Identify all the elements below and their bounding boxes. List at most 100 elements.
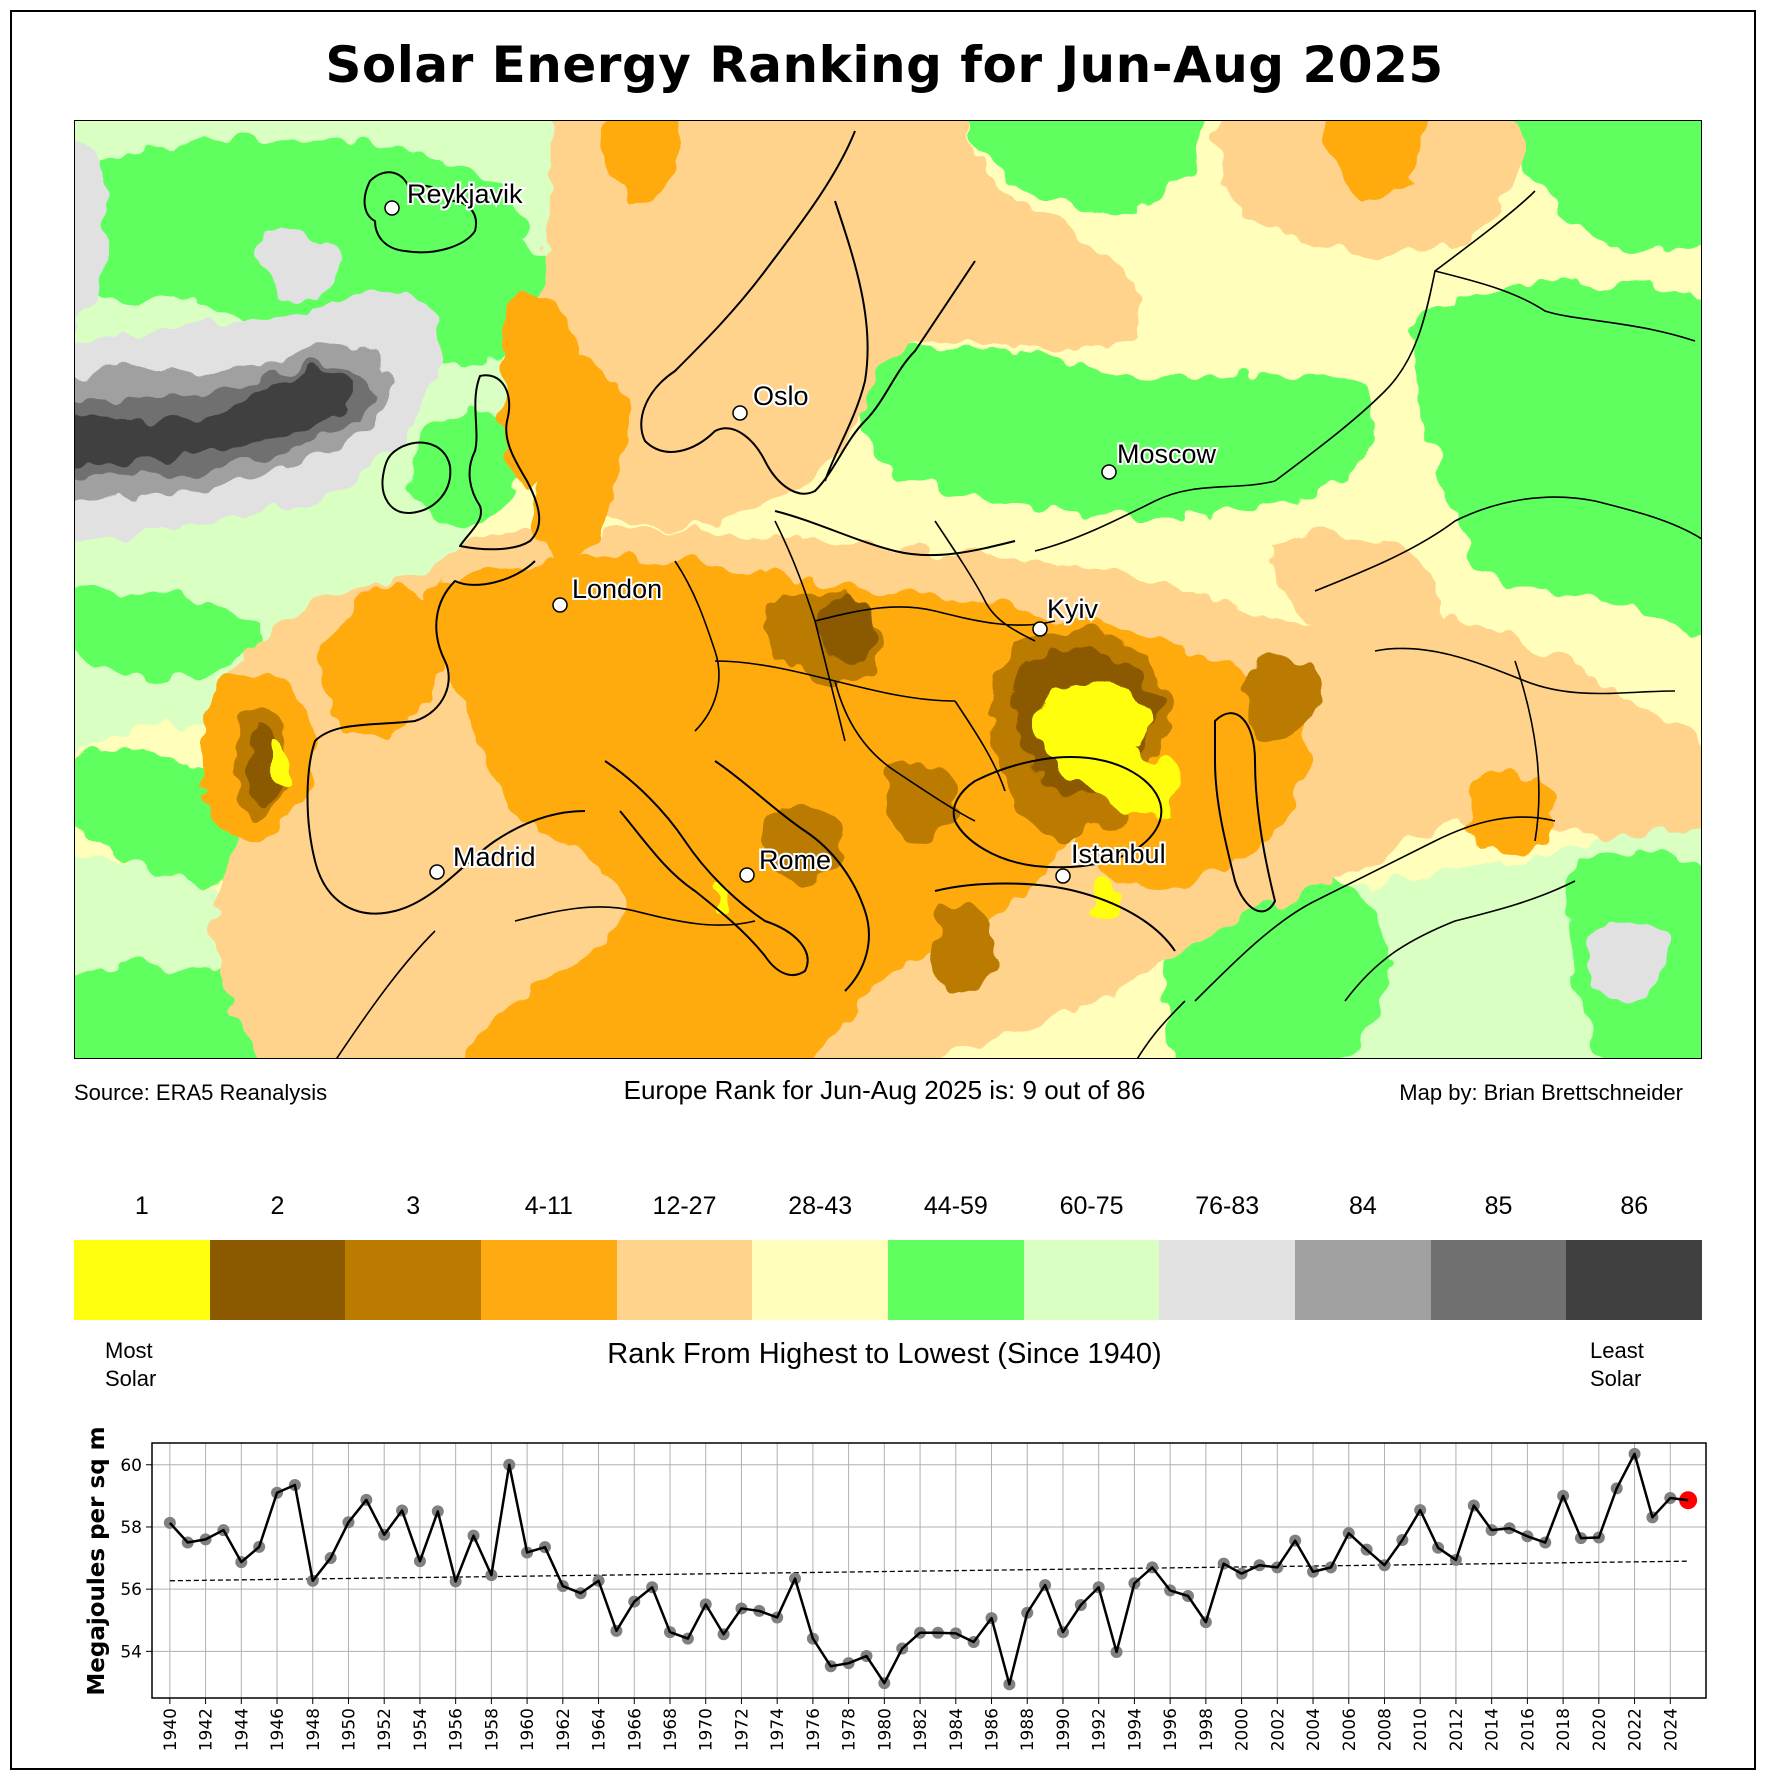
border-line (954, 700, 1006, 792)
city-dot (429, 864, 445, 880)
colorbar-bin-label: 86 (1620, 1192, 1649, 1220)
y-tick-label: 54 (120, 1642, 142, 1662)
country-borders (336, 190, 1701, 1058)
rank-area-76-83 (1587, 923, 1667, 995)
least-line1: Least (1590, 1338, 1644, 1363)
city-reykjavik: Reykjavik (384, 177, 525, 216)
scandinavia-coast (640, 130, 976, 495)
rank-area-44-59 (411, 406, 521, 528)
x-tick-label: 2010 (1411, 1708, 1431, 1751)
colorbar-bin-label: 28-43 (788, 1192, 853, 1220)
border-line (1514, 660, 1540, 842)
caspian-coast (1214, 712, 1276, 913)
colorbar-bin: 86 (1566, 1192, 1703, 1320)
colorbar-bin-label: 3 (406, 1192, 421, 1220)
rank-area-1 (269, 740, 294, 789)
rank-area-44-59 (961, 121, 1207, 211)
colorbar-bin: 2 (209, 1192, 346, 1320)
ireland-coast (381, 441, 452, 515)
rank-area-1 (713, 884, 728, 910)
x-tick-label: 1998 (1197, 1708, 1217, 1751)
rank-area-1 (1034, 683, 1178, 815)
rank-area-44-59 (1506, 121, 1701, 252)
colorbar: 1 2 3 4-11 12-27 28-43 44-59 60-75 76-83 84 85 86 (74, 1192, 1703, 1320)
x-tick-label: 1942 (197, 1708, 217, 1751)
rank-area-4-11 (321, 589, 447, 733)
rank-area-3 (883, 758, 957, 842)
x-tick-label: 1940 (161, 1708, 181, 1751)
figure-frame (10, 10, 1756, 1770)
rank-map: Reykjavik Oslo Moscow London Kyiv Madrid (74, 120, 1702, 1059)
colorbar-bin-label: 4-11 (524, 1192, 573, 1220)
trend-line-group (169, 1560, 1689, 1582)
colorbar-bin-label: 76-83 (1195, 1192, 1260, 1220)
border-line (1034, 480, 1276, 552)
x-tick-label: 2016 (1518, 1708, 1538, 1751)
x-tick-label: 1982 (911, 1708, 931, 1751)
colorbar-bin: 4-11 (481, 1192, 617, 1320)
colorbar-bin-label: 2 (270, 1192, 285, 1220)
x-tick-label: 2000 (1233, 1708, 1253, 1751)
city-madrid: Madrid (429, 840, 538, 880)
rank-area-3 (930, 908, 997, 992)
city-label: Reykjavik (407, 179, 523, 209)
x-tick-label: 2006 (1340, 1708, 1360, 1751)
city-label: London (572, 574, 662, 604)
x-tick-label: 1966 (625, 1708, 645, 1751)
rank-field (75, 121, 1701, 1058)
rank-area-4-11 (532, 360, 627, 563)
x-tick-label: 1994 (1125, 1708, 1145, 1751)
colorbar-bin-label: 85 (1484, 1192, 1513, 1220)
baltic-coast (774, 510, 1016, 557)
city-label: Oslo (753, 381, 809, 411)
time-series-chart: 1940 1942 1944 1946 1948 1950 1952 1954 1956 1958… (84, 1426, 1707, 1751)
italy-coast (604, 760, 809, 976)
colorbar-bin: 76-83 (1159, 1192, 1296, 1320)
border-line (934, 520, 1036, 642)
x-tick-label: 1950 (339, 1708, 359, 1751)
rank-area-44-59 (1412, 282, 1701, 634)
x-tick-label: 1970 (697, 1708, 717, 1751)
x-tick-label: 1964 (590, 1708, 610, 1751)
x-tick-label: 2008 (1375, 1708, 1395, 1751)
series-line (168, 1452, 1689, 1686)
x-tick-label: 1974 (768, 1708, 788, 1751)
city-label: Kyiv (1047, 594, 1099, 624)
rank-area-86 (75, 370, 356, 466)
city-dot (552, 597, 568, 613)
border-line (1136, 1000, 1186, 1058)
x-tick-label: 1946 (268, 1708, 288, 1751)
x-tick-label: 1954 (411, 1708, 431, 1751)
trend-line (169, 1560, 1689, 1582)
x-tick-label: 2020 (1590, 1708, 1610, 1751)
border-line (814, 606, 1056, 626)
border-line (514, 906, 756, 926)
colorbar-title: Rank From Highest to Lowest (Since 1940) (607, 1338, 1162, 1370)
x-tick-label: 1968 (661, 1708, 681, 1751)
city-rome: Rome (739, 843, 833, 883)
city-dot (1055, 868, 1071, 884)
city-dot (1032, 621, 1048, 637)
city-dot (384, 200, 400, 216)
x-tick-label: 1960 (518, 1708, 538, 1751)
colorbar-bin: 60-75 (1023, 1192, 1160, 1320)
colorbar-least-solar-label: Least Solar (1590, 1337, 1644, 1393)
border-line (834, 680, 976, 822)
colorbar-bin: 12-27 (616, 1192, 753, 1320)
colorbar-bin-label: 12-27 (652, 1192, 717, 1220)
border-line (674, 560, 720, 732)
x-tick-label: 2002 (1268, 1708, 1288, 1751)
city-oslo: Oslo (732, 379, 811, 421)
rank-area-4-11 (1468, 773, 1555, 855)
border-line (1434, 270, 1696, 342)
most-line2: Solar (105, 1366, 157, 1391)
colorbar-bin: 85 (1430, 1192, 1567, 1320)
city-moscow: Moscow (1101, 437, 1219, 480)
iceland-coast (363, 171, 477, 254)
colorbar-bin-label: 60-75 (1059, 1192, 1124, 1220)
chart-axes: 1940 1942 1944 1946 1948 1950 1952 1954 1956 1958… (120, 1442, 1707, 1751)
rank-area-12-27 (526, 121, 1139, 529)
rank-map-canvas: Reykjavik Oslo Moscow London Kyiv Madrid (75, 121, 1701, 1058)
chart-grid (152, 1443, 1706, 1698)
rank-area-44-59 (854, 345, 1378, 518)
